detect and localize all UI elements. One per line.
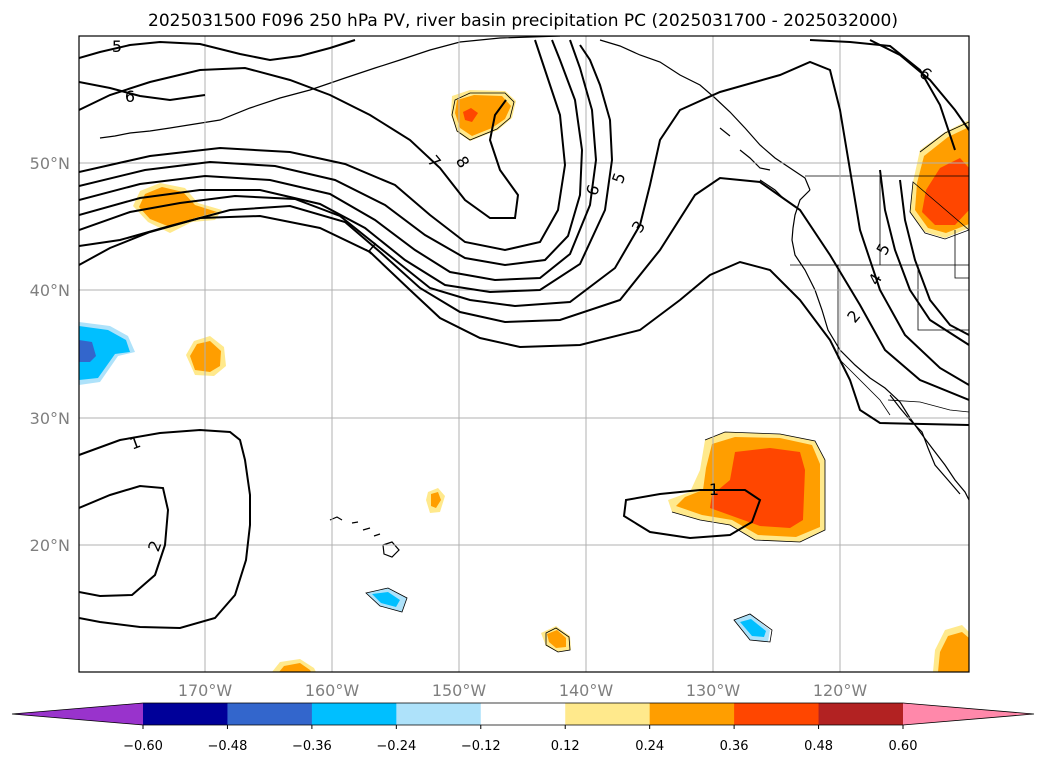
pv-contours bbox=[79, 39, 969, 630]
gridlines bbox=[79, 36, 969, 672]
hawaii-big-island bbox=[382, 541, 400, 558]
colorbar-segment bbox=[396, 703, 482, 725]
pv-contour-6-nw bbox=[79, 81, 206, 102]
pv-contour-5-nw bbox=[79, 39, 356, 62]
colorbar-segment bbox=[143, 703, 228, 725]
colorbar-segment bbox=[311, 703, 397, 725]
lat-label-40n: 40°N bbox=[30, 281, 70, 300]
lat-label-50n: 50°N bbox=[30, 154, 70, 173]
pv-contour-7 bbox=[79, 39, 567, 252]
pv-contour-6 bbox=[79, 39, 584, 267]
colorbar-tick-label: −0.12 bbox=[461, 739, 501, 754]
precip-blob-142w-12n-core bbox=[547, 630, 566, 648]
colorbar-ticks: −0.60 −0.48 −0.36 −0.24 −0.12 0.12 0.24 0.36 0.4… bbox=[123, 725, 917, 754]
precip-blob-160w-bottom-core bbox=[279, 663, 311, 672]
colorbar-tick-label: −0.24 bbox=[376, 739, 416, 754]
baja-coast bbox=[889, 394, 961, 495]
colorbar-tick-label: −0.60 bbox=[123, 739, 163, 754]
lon-label-130w: 130°W bbox=[686, 681, 741, 700]
map-background bbox=[79, 36, 969, 672]
colorbar-segment bbox=[227, 703, 313, 725]
lat-tick-labels: 50°N 40°N 30°N 20°N bbox=[30, 154, 70, 555]
colorbar: −0.60 −0.48 −0.36 −0.24 −0.12 0.12 0.24 0.36 0.4… bbox=[11, 702, 1035, 754]
pv-contour-8 bbox=[79, 66, 520, 219]
colorbar-tick-label: 0.36 bbox=[720, 739, 749, 754]
map-frame bbox=[78, 35, 970, 673]
colorbar-segment bbox=[818, 703, 904, 725]
pv-label-1-subtropical: 1 bbox=[709, 480, 719, 499]
colorbar-segment bbox=[734, 703, 820, 725]
precip-outlines bbox=[365, 92, 969, 653]
colorbar-segment bbox=[903, 703, 1034, 725]
state-borders bbox=[790, 176, 969, 416]
precip-shading bbox=[79, 90, 969, 672]
precip-neg-blob-west-max bbox=[79, 340, 96, 362]
lon-label-140w: 140°W bbox=[559, 681, 614, 700]
lon-label-150w: 150°W bbox=[432, 681, 487, 700]
pv-contour-outer-ne bbox=[879, 169, 969, 346]
colorbar-outline bbox=[11, 702, 1035, 726]
figure-title: 2025031500 F096 250 hPa PV, river basin … bbox=[148, 11, 898, 31]
precip-neg-blob-west-core bbox=[79, 326, 130, 380]
precip-blob-hawaii-east-core bbox=[431, 492, 441, 508]
precip-blob-se-corner-core bbox=[938, 632, 969, 672]
pv-contour-3 bbox=[79, 60, 969, 386]
colorbar-segments bbox=[12, 703, 1034, 725]
pv-contour-5 bbox=[79, 39, 598, 282]
precip-blob-subtropical-max bbox=[710, 448, 805, 528]
us-mexico-border bbox=[887, 399, 969, 413]
hawaii-islands bbox=[329, 516, 381, 537]
precip-blob-northeast-max bbox=[922, 158, 969, 225]
lon-label-160w: 160°W bbox=[305, 681, 360, 700]
lat-label-30n: 30°N bbox=[30, 409, 70, 428]
precip-blob-gulf-alaska-max bbox=[463, 108, 478, 122]
precip-neg-blob-128w-13n-core bbox=[740, 619, 766, 637]
lon-label-170w: 170°W bbox=[178, 681, 233, 700]
map-panel: 5 6 7 8 6 5 3 1 6 5 4 2 1 2 1 50°N 40°N … bbox=[30, 35, 970, 700]
colorbar-tick-label: 0.12 bbox=[551, 739, 580, 754]
colorbar-tick-label: −0.48 bbox=[208, 739, 248, 754]
lon-label-120w: 120°W bbox=[813, 681, 868, 700]
pv-label-5-nw: 5 bbox=[112, 37, 122, 56]
pv-contour-2-south bbox=[79, 484, 170, 598]
pv-contour-1-south bbox=[79, 428, 251, 630]
precip-blob-gulf-alaska-core bbox=[455, 95, 511, 136]
colorbar-tick-label: −0.36 bbox=[292, 739, 332, 754]
pv-contour-6-ne bbox=[869, 39, 969, 131]
colorbar-tick-label: 0.60 bbox=[889, 739, 918, 754]
colorbar-tick-label: 0.24 bbox=[635, 739, 664, 754]
precip-blob-nw-pacific-core bbox=[139, 187, 217, 227]
colorbar-segment bbox=[565, 703, 651, 725]
alaska-coast bbox=[99, 36, 811, 191]
colorbar-segment bbox=[480, 703, 566, 725]
coastlines bbox=[99, 36, 969, 558]
pv-contour-1-subtropical bbox=[622, 489, 762, 540]
colorbar-segment bbox=[649, 703, 735, 725]
colorbar-segment bbox=[12, 703, 143, 725]
lon-tick-labels: 170°W 160°W 150°W 140°W 130°W 120°W bbox=[178, 681, 868, 700]
colorbar-tick-label: 0.48 bbox=[804, 739, 833, 754]
pv-contour-1-north bbox=[79, 214, 969, 426]
north-america-coast bbox=[791, 189, 969, 501]
pv-contour-2 bbox=[79, 176, 969, 401]
pv-label-6-nw: 6 bbox=[125, 87, 135, 106]
precip-neg-blob-hawaii-south-core bbox=[372, 592, 400, 607]
lat-label-20n: 20°N bbox=[30, 536, 70, 555]
pv-contour-inner-ne bbox=[899, 179, 969, 336]
